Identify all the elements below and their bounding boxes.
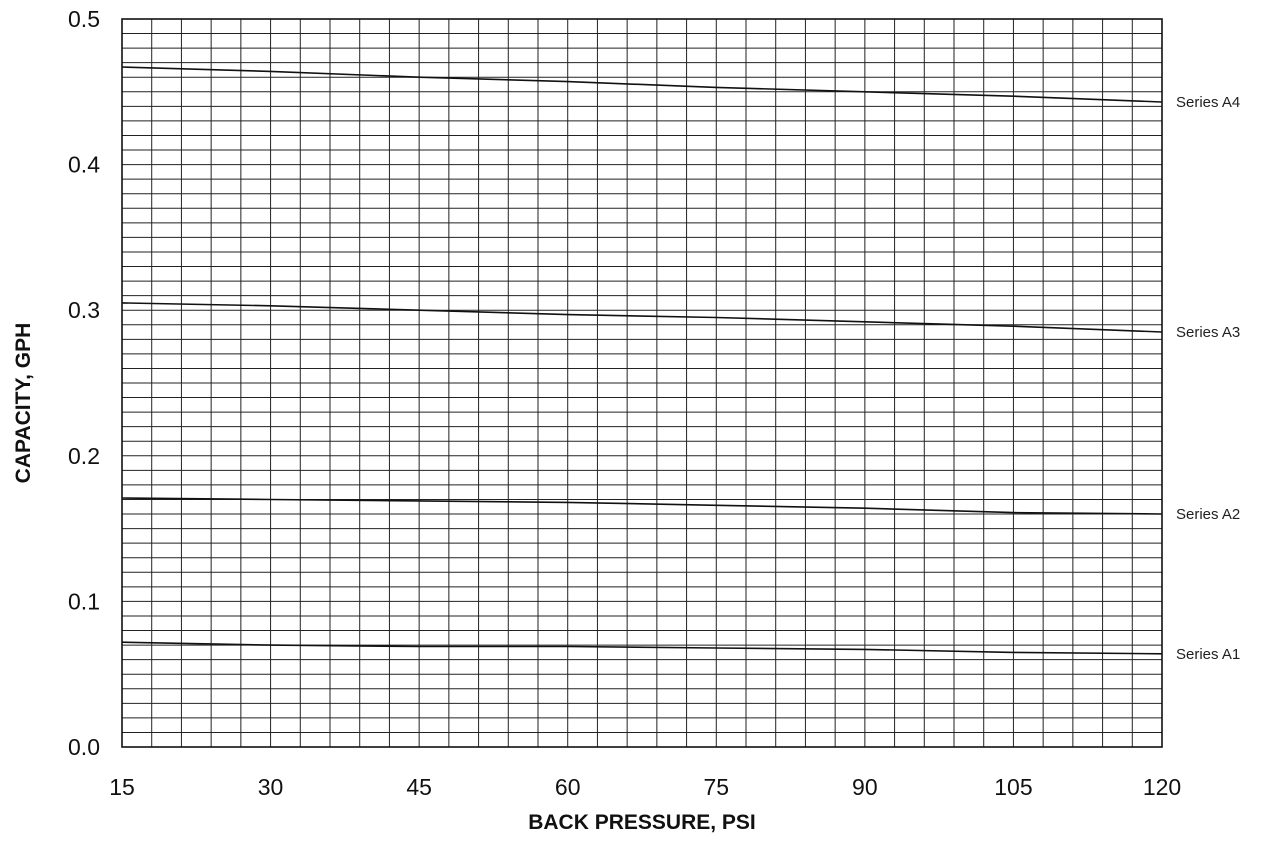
x-tick-label: 30 — [258, 774, 284, 800]
series-label: Series A4 — [1176, 94, 1240, 111]
series-labels: Series A4 Series A3 Series A2 Series A1 — [1176, 94, 1240, 663]
x-tick-label: 105 — [994, 774, 1032, 800]
x-axis-title: BACK PRESSURE, PSI — [528, 811, 756, 834]
series-line — [121, 302, 1163, 333]
series-label: Series A3 — [1176, 324, 1240, 341]
x-tick-label: 60 — [555, 774, 581, 800]
x-tick-label: 15 — [109, 774, 135, 800]
x-tick-label: 120 — [1143, 774, 1181, 800]
y-tick-label: 0.5 — [68, 6, 100, 32]
series-label: Series A1 — [1176, 646, 1240, 663]
y-tick-label: 0.2 — [68, 443, 100, 469]
series-label: Series A2 — [1176, 506, 1240, 523]
x-tick-label: 45 — [406, 774, 432, 800]
series-lines — [121, 66, 1163, 655]
tick-labels: 15 30 45 60 75 90 105 120 0.0 0.1 0.2 0.3 0.4 0.5 — [68, 6, 1181, 800]
x-tick-label: 90 — [852, 774, 878, 800]
grid — [121, 18, 1163, 748]
series-line — [121, 497, 1163, 515]
y-axis-title: CAPACITY, GPH — [12, 323, 35, 484]
y-tick-label: 0.1 — [68, 588, 100, 614]
series-line — [121, 641, 1163, 655]
plot-frame — [121, 18, 1163, 748]
y-tick-label: 0.0 — [68, 734, 100, 760]
y-tick-label: 0.3 — [68, 297, 100, 323]
series-line — [121, 66, 1163, 103]
y-tick-label: 0.4 — [68, 152, 100, 178]
x-tick-label: 75 — [703, 774, 729, 800]
